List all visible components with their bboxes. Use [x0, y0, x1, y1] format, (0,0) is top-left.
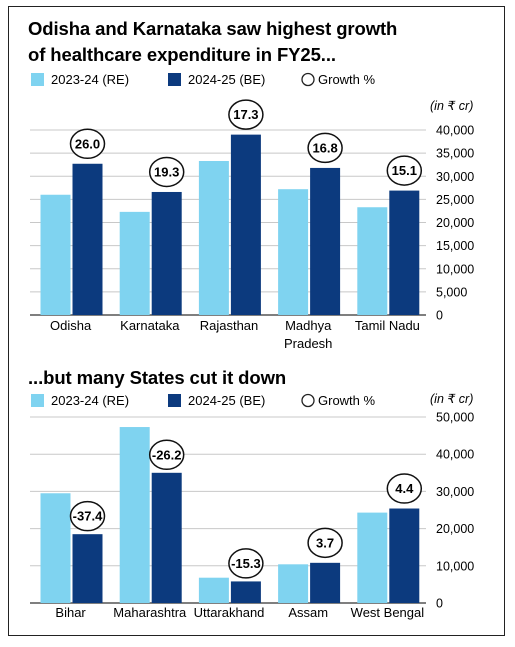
- chart2-category-label-0: Bihar: [55, 605, 86, 620]
- chart1-legend-growth-icon: [301, 72, 315, 87]
- chart2-category-label-4: West Bengal: [351, 605, 425, 620]
- chart2-growth-badge-2: [228, 548, 264, 579]
- chart1-growth-label-2: 17.3: [233, 107, 258, 122]
- chart2-bar-2023-4: [357, 512, 388, 603]
- chart2-growth-badge-3: [307, 527, 343, 559]
- chart1-title-line-1: Odisha and Karnataka saw highest growth: [28, 18, 397, 39]
- chart2-bar-2023-1: [119, 427, 150, 603]
- chart2-ytick-label: 0: [436, 597, 443, 611]
- chart2-legend-label-2024: 2024-25 (BE): [188, 393, 265, 408]
- chart2-bar-2024-3: [310, 562, 341, 603]
- chart1-growth-label-1: 19.3: [154, 164, 179, 179]
- chart1-ytick-label: 15,000: [436, 239, 474, 253]
- chart2-ytick-label: 30,000: [436, 485, 474, 499]
- chart2-legend-label-2023: 2023-24 (RE): [51, 393, 129, 408]
- chart1-legend-label-2024: 2024-25 (BE): [188, 72, 265, 87]
- chart1-ytick-label: 20,000: [436, 216, 474, 230]
- chart1-ytick-label: 10,000: [436, 262, 474, 276]
- chart1-unit-label: (in ₹ cr): [430, 99, 473, 113]
- chart1-category-label-1: Karnataka: [120, 318, 180, 333]
- chart1-ytick-label: 30,000: [436, 170, 474, 184]
- chart1-bar-2023-3: [278, 189, 309, 315]
- chart2-bar-2023-2: [198, 577, 229, 603]
- chart1-ytick-label: 35,000: [436, 147, 474, 161]
- chart1-ytick-label: 40,000: [436, 124, 474, 138]
- chart2-ytick-label: 10,000: [436, 559, 474, 573]
- chart2-growth-label-0: -37.4: [73, 509, 103, 524]
- chart2-bar-2024-1: [151, 472, 182, 603]
- chart2-bar-2023-3: [278, 564, 309, 603]
- chart1-growth-label-4: 15.1: [392, 163, 417, 178]
- chart2-bar-2023-0: [40, 493, 71, 603]
- chart1-legend-swatch-2024: [168, 73, 181, 86]
- chart1-category-label-2: Rajasthan: [200, 318, 259, 333]
- chart2-ytick-label: 50,000: [436, 411, 474, 425]
- chart1-growth-badge-2: [228, 99, 264, 130]
- chart1-bar-2024-4: [389, 190, 420, 315]
- chart1-ytick-label: 0: [436, 309, 443, 323]
- chart2-legend-swatch-2023: [31, 394, 44, 407]
- chart2-growth-label-4: 4.4: [395, 481, 414, 496]
- chart2-bar-2024-4: [389, 508, 420, 603]
- chart1-bar-2023-1: [119, 211, 150, 315]
- chart2-growth-label-1: -26.2: [152, 447, 182, 462]
- chart2-category-label-3: Assam: [288, 605, 328, 620]
- chart2-legend-growth-icon: [301, 393, 315, 408]
- chart1-category-label-0: Odisha: [50, 318, 92, 333]
- chart1-bar-2023-0: [40, 194, 71, 315]
- chart1-bar-2024-3: [310, 167, 341, 315]
- chart2-category-label-1: Maharashtra: [113, 605, 187, 620]
- chart2-ytick-label: 20,000: [436, 522, 474, 536]
- figure-frame: [8, 6, 505, 636]
- chart2-legend-swatch-2024: [168, 394, 181, 407]
- chart1-category-label-4: Tamil Nadu: [355, 318, 420, 333]
- chart1-ytick-label: 25,000: [436, 193, 474, 207]
- chart2-unit-label: (in ₹ cr): [430, 392, 473, 406]
- chart1-bar-2024-2: [230, 134, 261, 315]
- chart1-legend-swatch-2023: [31, 73, 44, 86]
- chart2-bar-2024-0: [72, 534, 103, 603]
- chart2-growth-label-3: 3.7: [316, 535, 334, 550]
- chart2-category-label-2: Uttarakhand: [194, 605, 265, 620]
- chart1-growth-label-0: 26.0: [75, 136, 100, 151]
- chart1-legend-label-2023: 2023-24 (RE): [51, 72, 129, 87]
- chart1-growth-badge-4: [386, 155, 423, 186]
- chart1-category-label-3: Madhya: [285, 318, 332, 333]
- chart1-bar-2023-4: [357, 207, 388, 315]
- chart2-growth-badge-0: [69, 500, 106, 532]
- chart2-growth-label-2: -15.3: [231, 556, 261, 571]
- chart2-bar-2024-2: [230, 581, 261, 603]
- chart1-bar-2023-2: [198, 160, 229, 315]
- chart2-growth-badge-1: [148, 439, 185, 471]
- chart1-growth-badge-0: [69, 128, 106, 160]
- chart1-growth-label-3: 16.8: [312, 140, 337, 155]
- chart2-legend-label-growth: Growth %: [318, 393, 376, 408]
- chart1-bar-2024-1: [151, 191, 182, 315]
- chart1-bar-2024-0: [72, 163, 103, 315]
- chart2-title-line-1: ...but many States cut it down: [28, 367, 286, 388]
- chart1-title-line-2: of healthcare expenditure in FY25...: [28, 44, 336, 65]
- chart1-category-label-3: Pradesh: [284, 336, 332, 351]
- chart2-ytick-label: 40,000: [436, 448, 474, 462]
- chart1-growth-badge-3: [307, 132, 343, 164]
- chart1-ytick-label: 5,000: [436, 285, 467, 299]
- chart2-growth-badge-4: [386, 473, 423, 504]
- chart1-legend-label-growth: Growth %: [318, 72, 376, 87]
- chart1-growth-badge-1: [148, 156, 185, 188]
